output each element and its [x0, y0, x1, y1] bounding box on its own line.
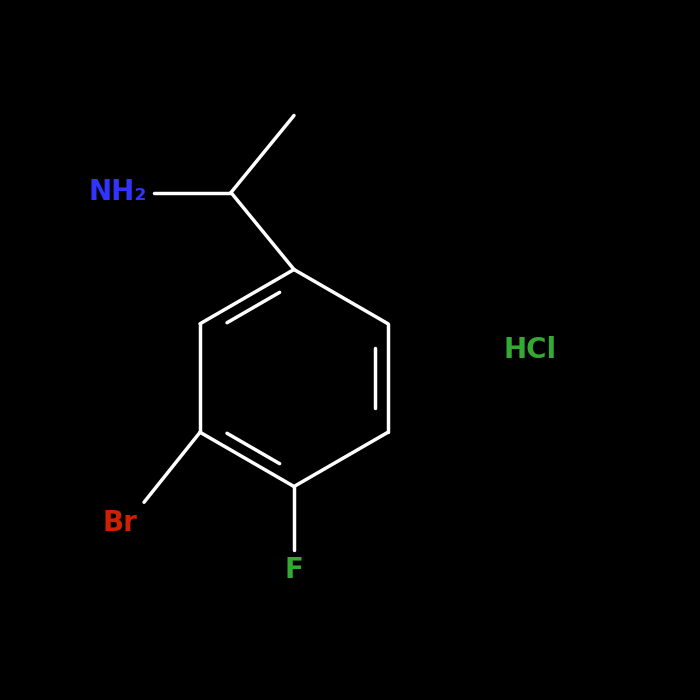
Text: F: F	[285, 556, 303, 584]
Text: NH₂: NH₂	[89, 178, 147, 206]
Text: HCl: HCl	[504, 336, 557, 364]
Text: Br: Br	[102, 509, 137, 538]
